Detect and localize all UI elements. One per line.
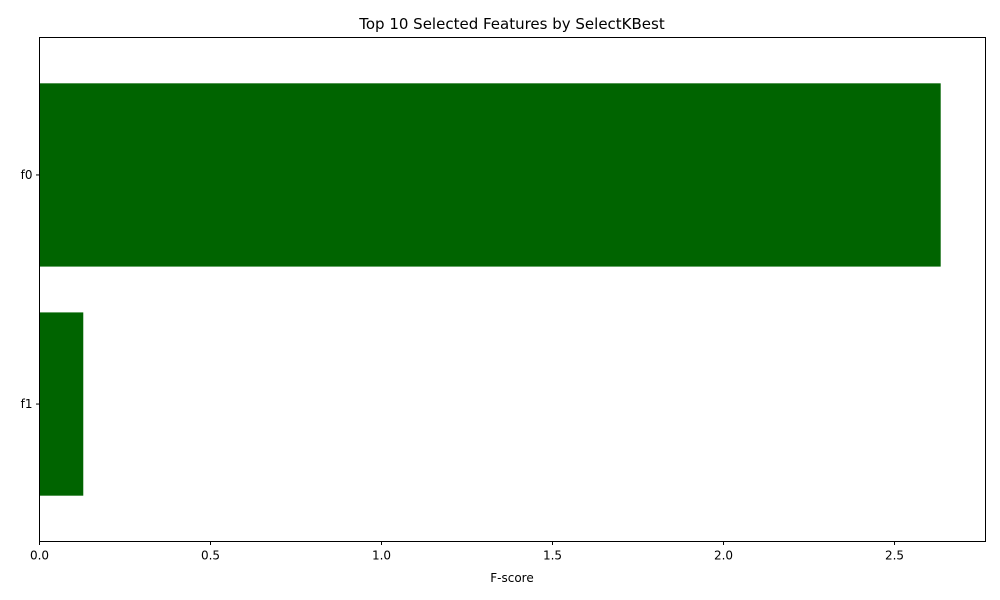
y-tick-label: f0	[21, 168, 33, 182]
x-tick-label: 2.5	[885, 549, 904, 563]
bar-f1	[39, 312, 84, 496]
x-axis-label: F-score	[490, 571, 533, 585]
x-tick-label: 1.5	[543, 549, 562, 563]
y-axis-ticks: f0 f1	[21, 168, 40, 411]
x-axis-ticks: 0.0 0.5 1.0 1.5 2.0 2.5	[30, 541, 904, 563]
x-tick-label: 1.0	[372, 549, 391, 563]
chart-title: Top 10 Selected Features by SelectKBest	[358, 15, 665, 33]
x-tick-label: 2.0	[714, 549, 733, 563]
plot-frame	[39, 37, 986, 542]
x-tick-label: 0.0	[30, 549, 49, 563]
y-tick-label: f1	[21, 397, 33, 411]
x-tick-label: 0.5	[201, 549, 220, 563]
bar-group	[39, 83, 941, 496]
bar-f0	[39, 83, 941, 267]
